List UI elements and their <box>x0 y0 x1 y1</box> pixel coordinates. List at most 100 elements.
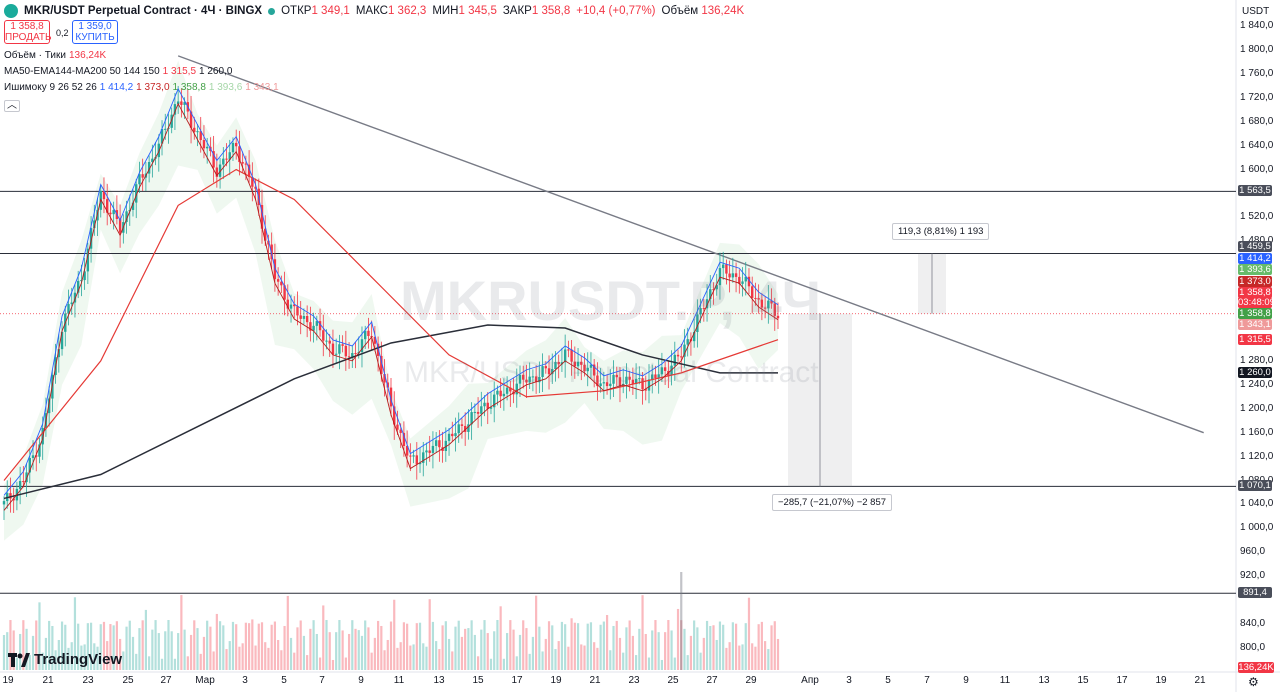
candle-body <box>305 316 309 323</box>
volume-bar <box>222 625 225 670</box>
price-tick: 1 040,0 <box>1240 498 1274 510</box>
date-tick: Апр <box>801 675 819 686</box>
volume-bar <box>680 620 683 670</box>
indicator-ichimoku[interactable]: Ишимоку 9 26 52 26 1 414,2 1 373,0 1 358,8 1… <box>4 82 279 93</box>
indicator-volume[interactable]: Объём · Тики 136,24K <box>4 50 107 61</box>
volume-bar <box>767 649 770 670</box>
date-tick: 11 <box>999 675 1011 686</box>
volume-bar <box>77 623 80 670</box>
price-badge: 03:48:09 <box>1238 297 1275 308</box>
candle-body <box>673 354 676 366</box>
volume-bar <box>83 644 86 670</box>
volume-bar <box>538 626 541 670</box>
candle-body <box>302 316 306 319</box>
volume-bar <box>312 620 315 670</box>
volume-bar <box>715 639 718 670</box>
volume-bar <box>67 647 70 670</box>
date-tick: 25 <box>667 675 679 686</box>
candle-body <box>135 184 138 203</box>
candle-body <box>138 174 141 185</box>
candle-body <box>22 481 25 483</box>
volume-bar <box>267 647 270 670</box>
candle-body <box>515 383 518 395</box>
volume-bar <box>122 651 125 670</box>
price-tick: 960,0 <box>1240 546 1266 558</box>
sell-price: 1 358,8 <box>10 21 44 32</box>
candle-body <box>618 377 622 387</box>
buy-button[interactable]: 1 359,0 КУПИТЬ <box>72 20 118 44</box>
candle-body <box>280 281 283 286</box>
candle-body <box>444 440 448 451</box>
candle-body <box>686 339 689 345</box>
volume-bar <box>567 646 570 670</box>
volume-bar <box>441 625 444 670</box>
indicator-ma[interactable]: MA50-EMA144-MA200 50 144 150 1 315,5 1 260… <box>4 66 233 77</box>
date-tick: 27 <box>706 675 718 686</box>
price-tick: 1 760,0 <box>1240 67 1274 79</box>
volume-bar <box>180 595 183 670</box>
volume-bar <box>167 620 170 670</box>
candle-body <box>28 458 31 473</box>
candle-body <box>415 455 418 465</box>
volume-bar <box>764 641 767 670</box>
date-tick: 19 <box>2 675 14 686</box>
candle-body <box>328 340 331 344</box>
volume-bar <box>264 642 267 670</box>
price-badge: 1 393,6 <box>1238 264 1272 275</box>
volume-bar <box>257 623 260 670</box>
watermark-symbol: MKRUSDT.P, 4Ч <box>400 269 822 332</box>
candle-body <box>741 281 744 284</box>
price-tick: 1 160,0 <box>1240 426 1274 438</box>
volume-bar <box>741 644 744 670</box>
volume-bar <box>444 621 447 670</box>
candle-body <box>293 304 296 307</box>
volume-bar <box>502 658 505 670</box>
volume-bar <box>731 622 734 670</box>
candle-body <box>431 445 435 453</box>
candle-body <box>731 273 735 278</box>
volume-bar <box>331 659 335 670</box>
volume-bar <box>367 627 370 670</box>
volume-bar <box>57 639 60 670</box>
candle-body <box>518 374 522 384</box>
volume-bar <box>99 624 102 670</box>
volume-bar <box>228 641 231 670</box>
sell-button[interactable]: 1 358,8 ПРОДАТЬ <box>4 20 52 44</box>
candle-body <box>83 271 86 281</box>
price-badge: 1 315,5 <box>1238 334 1272 345</box>
candle-body <box>25 472 28 483</box>
currency-label[interactable]: USDT <box>1242 6 1270 17</box>
ma-200-line <box>3 324 778 500</box>
date-tick: 5 <box>281 675 287 686</box>
header-volume: Объём 136,24K <box>661 5 745 17</box>
candle-body <box>251 176 254 187</box>
volume-bar <box>35 620 38 670</box>
collapse-legend-icon[interactable]: ︿ <box>4 100 20 112</box>
candle-body <box>489 407 493 409</box>
volume-bar <box>467 628 470 670</box>
volume-bar <box>364 620 367 670</box>
candle-body <box>202 140 206 149</box>
date-tick: 3 <box>242 675 248 686</box>
price-badge: 891,4 <box>1238 587 1272 598</box>
candle-body <box>522 374 525 380</box>
volume-bar <box>551 625 554 670</box>
volume-bar <box>583 645 586 670</box>
volume-bar <box>377 620 380 670</box>
volume-bar <box>570 618 573 670</box>
candle-body <box>599 383 602 387</box>
volume-bar <box>6 632 9 670</box>
candle-body <box>476 411 480 414</box>
candle-body <box>264 228 267 241</box>
volume-bar <box>238 646 241 670</box>
gear-icon[interactable]: ⚙ <box>1248 675 1259 689</box>
volume-bar <box>525 628 528 670</box>
volume-bar <box>60 621 64 670</box>
volume-bar <box>689 635 693 670</box>
volume-bar <box>138 628 141 670</box>
candle-body <box>567 349 570 351</box>
candle-body <box>218 164 222 177</box>
symbol-title[interactable]: MKR/USDT Perpetual Contract · 4Ч · BINGX <box>24 5 263 17</box>
volume-bar <box>773 621 776 670</box>
